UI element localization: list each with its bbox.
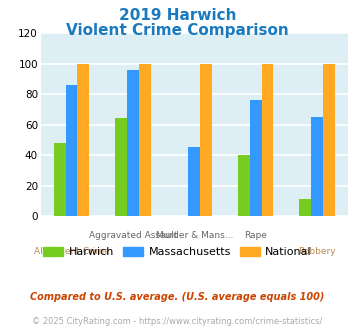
Bar [262, 63, 273, 216]
Bar [77, 63, 89, 216]
Text: Violent Crime Comparison: Violent Crime Comparison [66, 23, 289, 38]
Bar [139, 63, 151, 216]
Bar [54, 143, 66, 216]
Bar [200, 63, 212, 216]
Bar [238, 155, 250, 216]
Text: Compared to U.S. average. (U.S. average equals 100): Compared to U.S. average. (U.S. average … [30, 292, 325, 302]
Bar [323, 63, 335, 216]
Text: 2019 Harwich: 2019 Harwich [119, 8, 236, 23]
Text: Murder & Mans...: Murder & Mans... [156, 231, 233, 240]
Bar [115, 118, 127, 216]
Bar [311, 117, 323, 216]
Text: Rape: Rape [244, 231, 267, 240]
Text: © 2025 CityRating.com - https://www.cityrating.com/crime-statistics/: © 2025 CityRating.com - https://www.city… [32, 317, 323, 326]
Text: Aggravated Assault: Aggravated Assault [89, 231, 177, 240]
Bar [300, 199, 311, 216]
Bar [250, 100, 262, 216]
Bar [127, 70, 139, 216]
Text: All Violent Crime: All Violent Crime [34, 248, 109, 256]
Bar [66, 85, 77, 216]
Legend: Harwich, Massachusetts, National: Harwich, Massachusetts, National [39, 242, 316, 262]
Bar [189, 148, 200, 216]
Text: Robbery: Robbery [299, 248, 336, 256]
